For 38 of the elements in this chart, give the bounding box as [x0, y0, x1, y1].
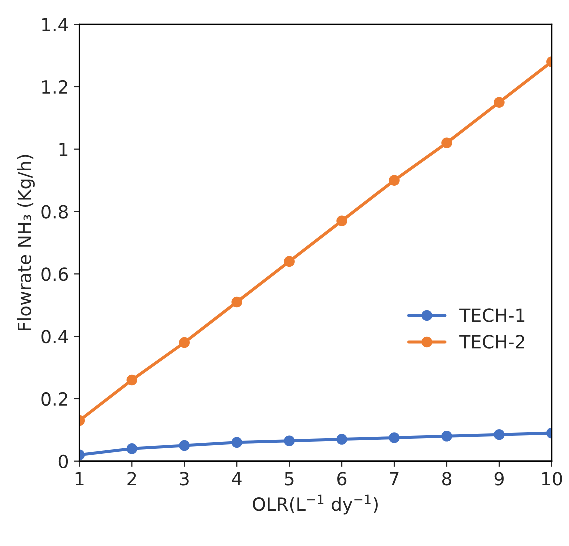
y-tick-label: 1.4: [42, 18, 68, 32]
legend-label: TECH-2: [460, 335, 524, 349]
point: [284, 256, 295, 268]
y-tick-label: 0.4: [42, 330, 68, 344]
point: [442, 431, 452, 442]
point: [126, 444, 138, 454]
y-tick-label: 0: [58, 454, 68, 468]
y-tick-label: 0.8: [42, 205, 68, 219]
x-tick-label: 2: [128, 472, 136, 486]
x-tick-label: 8: [442, 472, 452, 486]
point: [284, 436, 295, 446]
y-tick-label: 1: [60, 143, 68, 156]
point: [494, 97, 505, 108]
x-axis-title: OLR(L$^{−1}$ dy$^{−1}$): [253, 494, 378, 515]
x-tick-label: 3: [180, 472, 189, 486]
y-tick-label: 0.6: [42, 268, 68, 282]
x-tick-label: 7: [390, 472, 399, 486]
point: [389, 432, 400, 444]
point: [389, 175, 400, 186]
point: [126, 374, 138, 386]
point: [494, 429, 505, 440]
point: [442, 138, 452, 149]
x-tick-label: 10: [542, 472, 562, 486]
point: [232, 296, 242, 308]
x-tick-label: 5: [285, 472, 294, 486]
x-tick-label: 9: [494, 472, 504, 486]
legend-label: TECH-1: [460, 308, 525, 322]
x-tick-label: 4: [232, 472, 242, 486]
x-tick-label: 6: [338, 472, 347, 486]
y-tick-label: 0.2: [42, 392, 68, 406]
point: [179, 337, 190, 348]
x-tick-label: 1: [76, 472, 84, 486]
y-axis-title: Flowrate NH₃ (Kg/h): [18, 155, 35, 331]
y-tick-label: 1.2: [42, 80, 68, 94]
point: [336, 434, 348, 445]
point: [336, 216, 348, 227]
point: [179, 440, 190, 452]
point: [232, 437, 242, 448]
